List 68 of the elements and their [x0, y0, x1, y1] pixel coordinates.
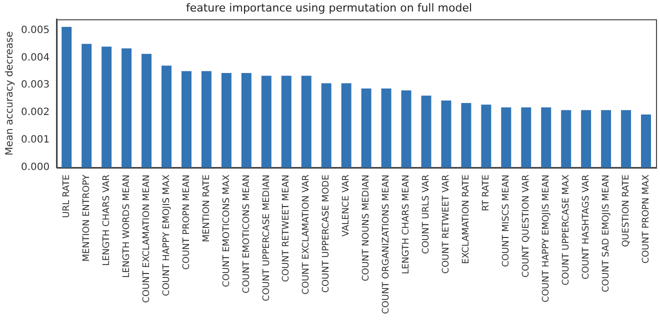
x-tick-label: COUNT PROPN MEAN: [182, 174, 192, 270]
bar: [162, 66, 172, 168]
x-tick-label: COUNT UPPERCASE MODE: [322, 174, 332, 293]
bar: [341, 83, 352, 168]
y-tick-label: 0.005: [20, 24, 50, 36]
x-tick-label: MENTION RATE: [202, 174, 212, 242]
bar: [221, 73, 232, 168]
y-tick-label: 0.004: [20, 52, 50, 64]
y-tick-label: 0.003: [20, 80, 50, 91]
bar: [401, 90, 412, 168]
x-tick-label: COUNT EMOTICONS MEAN: [242, 174, 252, 294]
bar: [621, 110, 632, 168]
x-tick-label: COUNT NOUNS MEDIAN: [362, 174, 372, 282]
x-tick-label: COUNT EMOTICONS MAX: [222, 174, 232, 288]
x-tick-label: COUNT HASHTAGS VAR: [581, 174, 592, 280]
x-tick-label: EXCLAMATION RATE: [462, 174, 472, 264]
x-tick-label: LENGTH CHARS MEAN: [402, 174, 412, 274]
x-tick-label: QUESTION RATE: [621, 174, 632, 248]
x-tick-label: RT RATE: [482, 174, 492, 212]
bar: [441, 100, 452, 168]
y-tick-label: 0.000: [20, 162, 50, 174]
bar: [241, 73, 252, 168]
x-tick-label: COUNT RETWEET VAR: [442, 174, 452, 274]
bar: [301, 76, 312, 168]
x-tick-label: COUNT EXCLAMATION VAR: [302, 174, 312, 295]
bar: [261, 76, 272, 168]
y-axis-title: Mean accuracy decrease: [4, 31, 16, 156]
bar: [181, 71, 192, 168]
x-tick-label: COUNT RETWEET MEAN: [282, 174, 292, 282]
bar: [561, 110, 572, 168]
y-tick-label: 0.002: [20, 107, 50, 118]
bar: [381, 88, 392, 168]
x-tick-label: COUNT URLS VAR: [422, 174, 432, 254]
x-tick-label: COUNT MISCS MEAN: [502, 174, 512, 267]
bar: [581, 110, 592, 168]
bar: [82, 44, 92, 168]
bar: [641, 114, 652, 168]
bar: [122, 48, 132, 168]
x-tick-label: COUNT ORGANIZATIONS MEAN: [382, 174, 392, 314]
x-tick-label: COUNT UPPERCASE MAX: [561, 174, 572, 286]
bar: [62, 26, 72, 168]
bar: [281, 76, 292, 168]
x-tick-label: COUNT HAPPY EMOJIS MAX: [162, 174, 172, 296]
x-tick-label: VALENCE VAR: [342, 174, 352, 237]
bar: [102, 46, 112, 168]
bar: [361, 88, 372, 168]
bar: [521, 107, 532, 168]
bar: [421, 96, 432, 168]
bar: [142, 54, 152, 168]
bar: [541, 107, 552, 168]
x-tick-label: COUNT QUESTION VAR: [521, 174, 532, 278]
bar: [201, 71, 212, 168]
chart-title: feature importance using permutation on full model: [186, 1, 472, 14]
x-tick-label: URL RATE: [62, 174, 72, 218]
x-tick-label: COUNT UPPERCASE MEDIAN: [262, 174, 272, 302]
x-tick-label: MENTION ENTROPY: [82, 174, 92, 262]
x-tick-label: COUNT EXCLAMATION MEAN: [142, 174, 152, 303]
x-tick-label: LENGTH WORDS MEAN: [122, 174, 132, 278]
bar: [321, 83, 332, 168]
x-tick-label: COUNT SAD EMOJIS MEAN: [601, 174, 612, 292]
bar: [481, 104, 492, 168]
x-tick-label: LENGTH CHARS VAR: [102, 174, 112, 266]
bar: [461, 103, 472, 168]
x-tick-label: COUNT HAPPY EMOJIS MEAN: [541, 174, 552, 302]
bar: [601, 110, 612, 168]
bar: [501, 107, 512, 168]
y-tick-label: 0.001: [20, 134, 50, 146]
x-tick-label: COUNT PROPN MAX: [641, 174, 652, 264]
